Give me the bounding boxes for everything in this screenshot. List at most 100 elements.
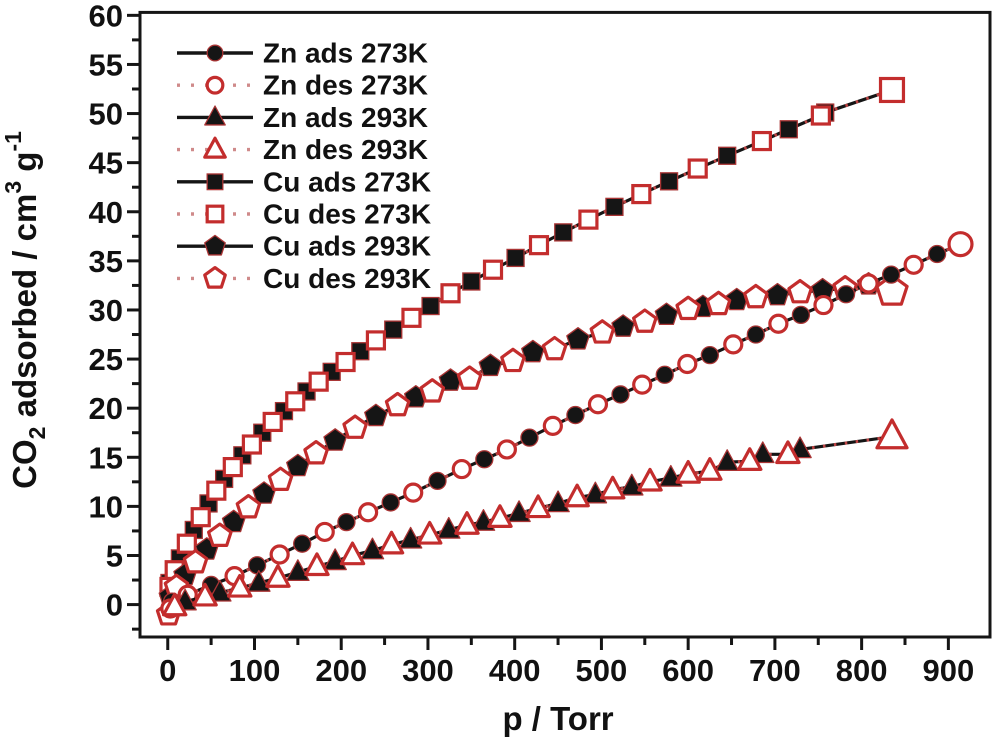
circle-marker xyxy=(655,365,674,384)
square-marker xyxy=(384,320,403,339)
pentagon-marker xyxy=(500,347,526,373)
square-marker xyxy=(528,235,550,256)
pentagon-marker xyxy=(654,302,679,326)
pentagon-marker xyxy=(286,453,310,477)
triangle-marker xyxy=(416,520,443,545)
triangle-marker xyxy=(697,457,723,481)
x-tick-label: 0 xyxy=(159,653,176,688)
circle-marker xyxy=(768,313,789,334)
square-marker xyxy=(631,183,652,205)
legend-entry-zn-des-293k: Zn des 293K xyxy=(177,134,428,165)
triangle-marker xyxy=(454,511,480,535)
square-marker xyxy=(718,146,737,165)
triangle-marker xyxy=(360,537,385,560)
triangle-marker xyxy=(161,592,188,617)
circle-marker xyxy=(632,374,653,395)
circle-marker xyxy=(700,345,719,365)
series-pair-zn-293 xyxy=(161,418,909,617)
y-tick-label: 50 xyxy=(89,97,123,132)
circle-marker xyxy=(451,458,472,480)
triangle-marker xyxy=(265,564,291,588)
y-tick-label: 10 xyxy=(89,489,123,524)
y-axis-title: CO2 adsorbed / cm3 g-1 xyxy=(0,131,50,489)
pentagon-marker xyxy=(207,522,233,547)
legend-entry-zn-ads-293k: Zn ads 293K xyxy=(177,102,428,133)
square-marker xyxy=(605,197,624,217)
triangle-marker xyxy=(192,582,218,607)
triangle-marker xyxy=(507,500,531,523)
square-marker xyxy=(262,411,283,433)
legend-label: Zn des 273K xyxy=(263,70,428,101)
y-tick-label: 25 xyxy=(89,342,123,377)
pentagon-marker xyxy=(611,314,635,337)
triangle-marker xyxy=(775,440,801,465)
triangle-marker xyxy=(304,552,330,577)
circle-marker xyxy=(337,512,356,532)
circle-marker xyxy=(723,334,744,355)
pentagon-marker xyxy=(589,319,616,344)
legend-entry-zn-ads-273k: Zn ads 273K xyxy=(177,38,428,69)
circle-marker xyxy=(791,305,811,325)
square-marker xyxy=(176,533,197,554)
square-marker xyxy=(351,342,370,361)
pentagon-marker xyxy=(765,282,790,306)
square-marker xyxy=(365,330,387,351)
y-tick-label: 35 xyxy=(89,244,123,279)
y-tick-label: 15 xyxy=(89,440,123,475)
circle-marker xyxy=(293,534,312,553)
x-tick-label: 100 xyxy=(229,653,281,688)
pentagon-marker xyxy=(566,327,590,350)
legend-entry-cu-ads-273k: Cu ads 273K xyxy=(177,166,431,197)
square-marker xyxy=(222,457,243,478)
legend-label: Zn ads 293K xyxy=(263,102,428,133)
plot-frame xyxy=(138,10,992,639)
triangle-marker xyxy=(675,459,701,484)
triangle-marker xyxy=(737,447,763,471)
circle-marker xyxy=(269,544,290,565)
pentagon-marker xyxy=(342,414,368,439)
circle-marker xyxy=(677,353,698,375)
circle-marker xyxy=(314,521,335,543)
legend-label: Cu des 293K xyxy=(263,263,431,294)
pentagon-marker xyxy=(384,391,411,417)
pentagon-marker xyxy=(364,403,388,427)
y-tick-label: 20 xyxy=(89,391,123,426)
triangle-marker xyxy=(599,475,626,500)
circle-marker xyxy=(881,265,901,284)
pentagon-marker xyxy=(235,494,262,519)
square-marker xyxy=(578,209,599,230)
legend-label: Cu ads 293K xyxy=(263,231,431,262)
circle-marker xyxy=(566,405,585,425)
triangle-marker xyxy=(378,530,405,555)
series-markers-cu-des-273k xyxy=(159,76,906,598)
pentagon-marker xyxy=(204,234,226,256)
x-tick-label: 900 xyxy=(923,653,975,688)
square-marker xyxy=(401,307,422,328)
pentagon-marker xyxy=(705,290,732,316)
y-tick-label: 60 xyxy=(89,0,123,33)
pentagon-marker xyxy=(541,335,568,361)
circle-marker xyxy=(587,394,609,415)
pentagon-marker xyxy=(203,265,227,289)
pentagon-marker xyxy=(323,428,347,451)
triangle-marker xyxy=(637,467,663,492)
y-tick-label: 40 xyxy=(89,195,123,230)
series-markers-cu-des-293k xyxy=(155,273,909,626)
circle-marker xyxy=(746,325,765,344)
y-tick-label: 55 xyxy=(89,47,123,82)
pentagon-marker xyxy=(521,339,545,363)
x-tick-label: 600 xyxy=(662,653,714,688)
legend-label: Cu ads 273K xyxy=(263,166,431,197)
circle-marker xyxy=(813,294,834,316)
series-markers-zn-ads-273k xyxy=(162,244,947,611)
triangle-marker xyxy=(487,504,513,528)
legend-label: Zn des 293K xyxy=(263,134,428,165)
triangle-marker xyxy=(247,569,271,592)
pentagon-marker xyxy=(303,439,329,465)
square-marker xyxy=(206,480,227,501)
circle-marker xyxy=(611,385,630,404)
triangle-marker xyxy=(525,494,551,519)
pentagon-marker xyxy=(743,283,769,309)
circle-marker xyxy=(496,439,517,460)
